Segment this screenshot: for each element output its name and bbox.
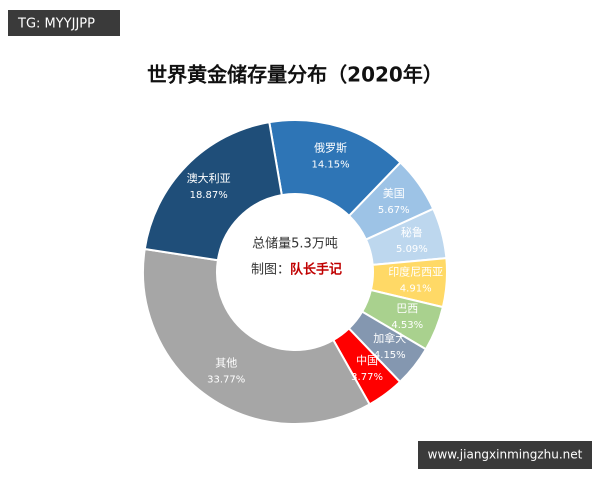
slices (142, 119, 448, 425)
credit-label: 制图： (251, 263, 290, 278)
value-label: 5.67% (378, 205, 410, 216)
credit-name: 队长手记 (290, 262, 342, 278)
watermark: www.jiangxinmingzhu.net (428, 448, 583, 462)
value-label: 3.77% (351, 372, 383, 383)
slice-label: 巴西 (396, 302, 418, 315)
slice-label: 美国 (383, 187, 405, 200)
slice-label: 其他 (215, 357, 237, 370)
value-label: 4.15% (374, 350, 406, 361)
value-label: 4.53% (391, 320, 423, 331)
value-label: 33.77% (207, 375, 245, 386)
slice-label: 印度尼西亚 (388, 265, 443, 279)
value-label: 18.87% (190, 190, 228, 201)
chart-title: 世界黄金储存量分布（2020年） (147, 63, 443, 87)
slice-label: 秘鲁 (401, 225, 423, 239)
watermark: TG: MYYJJPP (17, 17, 95, 32)
watermark-box (418, 441, 592, 469)
slice-label: 中国 (356, 354, 378, 367)
slice (143, 121, 283, 262)
watermark-box (8, 10, 120, 36)
slice-label: 加拿大 (373, 331, 406, 345)
slice (142, 247, 371, 425)
value-label: 4.91% (400, 284, 432, 295)
value-label: 5.09% (396, 244, 428, 255)
slice-label: 俄罗斯 (314, 141, 347, 154)
center-text: 总储量5.3万吨 (252, 237, 338, 252)
slice-label: 澳大利亚 (187, 171, 231, 185)
value-label: 14.15% (311, 159, 349, 170)
